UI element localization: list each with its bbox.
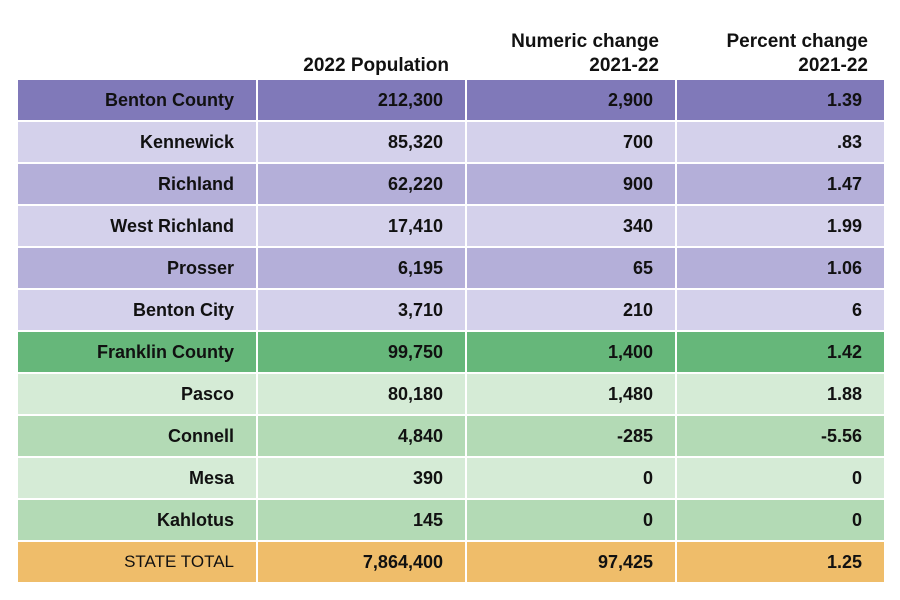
- row-name-cell: Benton City: [16, 288, 258, 332]
- table-row: Prosser 6,195 65 1.06: [16, 246, 886, 290]
- row-name-cell: Connell: [16, 414, 258, 458]
- row-name-cell: Richland: [16, 162, 258, 206]
- population-cell: 390: [256, 456, 467, 500]
- population-table: Benton County 212,300 2,900 1.39 Kennewick 85…: [16, 78, 886, 584]
- population-cell: 145: [256, 498, 467, 542]
- header-numeric-change: Numeric change 2021-22: [465, 22, 675, 78]
- population-cell: 4,840: [256, 414, 467, 458]
- percent-change-cell: .83: [675, 120, 886, 164]
- numeric-change-cell: 340: [465, 204, 677, 248]
- numeric-change-cell: 2,900: [465, 78, 677, 122]
- table-row: Franklin County 99,750 1,400 1.42: [16, 330, 886, 374]
- numeric-change-cell: 700: [465, 120, 677, 164]
- numeric-change-cell: 900: [465, 162, 677, 206]
- table-row: Connell 4,840 -285 -5.56: [16, 414, 886, 458]
- percent-change-cell: 0: [675, 456, 886, 500]
- row-name-cell: Franklin County: [16, 330, 258, 374]
- row-name-cell: Mesa: [16, 456, 258, 500]
- header-population: 2022 Population: [256, 22, 465, 78]
- table-row: Benton City 3,710 210 6: [16, 288, 886, 332]
- row-name-cell: Prosser: [16, 246, 258, 290]
- row-name-cell: Kahlotus: [16, 498, 258, 542]
- table-row: Kahlotus 145 0 0: [16, 498, 886, 542]
- percent-change-cell: 1.47: [675, 162, 886, 206]
- numeric-change-cell: 65: [465, 246, 677, 290]
- row-name-cell: Kennewick: [16, 120, 258, 164]
- population-cell: 85,320: [256, 120, 467, 164]
- table-row: West Richland 17,410 340 1.99: [16, 204, 886, 248]
- numeric-change-cell: -285: [465, 414, 677, 458]
- row-name-cell: Benton County: [16, 78, 258, 122]
- header-population-label: 2022 Population: [303, 55, 449, 76]
- percent-change-cell: 1.39: [675, 78, 886, 122]
- population-cell: 17,410: [256, 204, 467, 248]
- numeric-change-cell: 97,425: [465, 540, 677, 584]
- table-row: Benton County 212,300 2,900 1.39: [16, 78, 886, 122]
- row-name-cell: West Richland: [16, 204, 258, 248]
- table-row: Richland 62,220 900 1.47: [16, 162, 886, 206]
- percent-change-cell: 1.25: [675, 540, 886, 584]
- table-row: Kennewick 85,320 700.83: [16, 120, 886, 164]
- table-row: Pasco 80,180 1,480 1.88: [16, 372, 886, 416]
- table-row: Mesa 390 0 0: [16, 456, 886, 500]
- percent-change-cell: 6: [675, 288, 886, 332]
- header-numeric-change-line2: 2021-22: [589, 55, 659, 76]
- header-percent-change-line2: 2021-22: [798, 55, 868, 76]
- numeric-change-cell: 210: [465, 288, 677, 332]
- table-row: STATE TOTAL 7,864,400 97,425 1.25: [16, 540, 886, 584]
- population-cell: 6,195: [256, 246, 467, 290]
- population-cell: 80,180: [256, 372, 467, 416]
- row-name-cell: STATE TOTAL: [16, 540, 258, 584]
- numeric-change-cell: 0: [465, 498, 677, 542]
- population-cell: 7,864,400: [256, 540, 467, 584]
- numeric-change-cell: 1,480: [465, 372, 677, 416]
- numeric-change-cell: 0: [465, 456, 677, 500]
- percent-change-cell: 1.06: [675, 246, 886, 290]
- header-numeric-change-line1: Numeric change: [511, 31, 659, 52]
- population-cell: 212,300: [256, 78, 467, 122]
- percent-change-cell: -5.56: [675, 414, 886, 458]
- population-cell: 3,710: [256, 288, 467, 332]
- row-name-cell: Pasco: [16, 372, 258, 416]
- percent-change-cell: 1.88: [675, 372, 886, 416]
- percent-change-cell: 1.99: [675, 204, 886, 248]
- header-percent-change-line1: Percent change: [726, 31, 869, 52]
- population-cell: 62,220: [256, 162, 467, 206]
- numeric-change-cell: 1,400: [465, 330, 677, 374]
- percent-change-cell: 0: [675, 498, 886, 542]
- population-cell: 99,750: [256, 330, 467, 374]
- percent-change-cell: 1.42: [675, 330, 886, 374]
- header-percent-change: Percent change 2021-22: [675, 22, 884, 78]
